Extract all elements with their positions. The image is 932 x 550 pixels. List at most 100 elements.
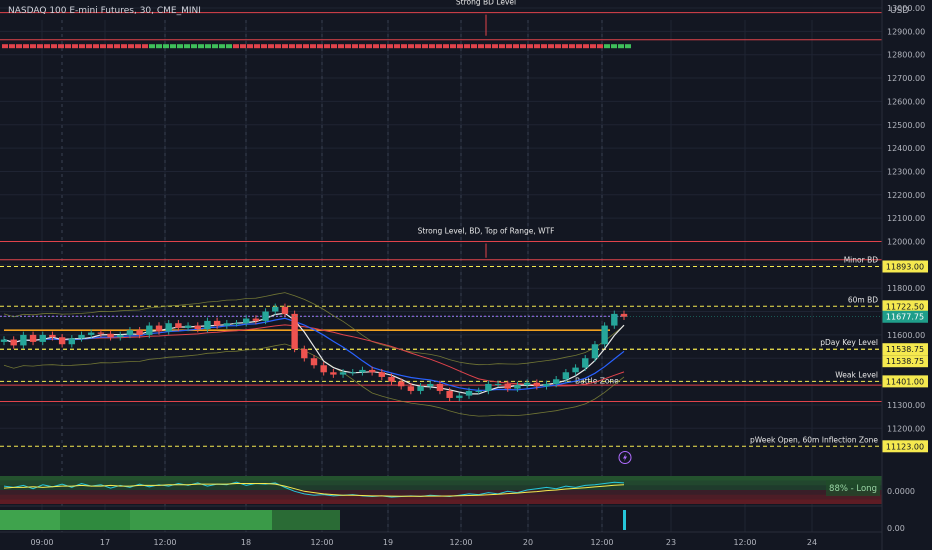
- signal-marker: [100, 44, 106, 49]
- signal-marker: [261, 44, 267, 49]
- candle-body: [562, 372, 570, 380]
- signal-marker: [562, 44, 568, 49]
- signal-marker: [86, 44, 92, 49]
- candle-body: [456, 395, 463, 398]
- price-tick-label: 12100.00: [887, 214, 925, 223]
- level-annotation: Weak Level: [835, 370, 878, 379]
- candle-body: [601, 325, 608, 345]
- ma-slow: [3, 324, 625, 387]
- oscillator-zone: [0, 485, 882, 490]
- candle-body: [330, 372, 337, 375]
- candle-body: [233, 323, 240, 325]
- signal-marker: [37, 44, 43, 49]
- signal-marker: [72, 44, 78, 49]
- signal-marker: [506, 44, 512, 49]
- signal-marker: [513, 44, 519, 49]
- last-price-tag: [882, 310, 928, 323]
- candle-body: [397, 381, 405, 387]
- signal-marker: [324, 44, 330, 49]
- signal-marker: [121, 44, 127, 49]
- time-tick-label: 24: [807, 538, 817, 547]
- signal-marker: [198, 44, 204, 49]
- signal-marker: [527, 44, 533, 49]
- candle-body: [504, 383, 511, 389]
- candle-body: [359, 369, 366, 373]
- signal-marker: [443, 44, 449, 49]
- level-annotation: Strong BD Level: [456, 0, 516, 7]
- candle-body: [582, 358, 589, 368]
- level-annotation: Minor BD: [844, 255, 879, 264]
- signal-marker: [170, 44, 176, 49]
- signal-marker: [625, 44, 631, 49]
- time-axis[interactable]: 09:00 17 12:00 18 12:00 19 12:00 20 12:00 23 12:00…: [30, 538, 817, 547]
- price-tick-label: 12400.00: [887, 144, 925, 153]
- candle-body: [349, 372, 356, 374]
- oscillator-zone: [0, 476, 882, 481]
- time-tick-label: 12:00: [733, 538, 756, 547]
- signal-marker: [590, 44, 596, 49]
- oscillator-line: [3, 483, 625, 497]
- signal-marker: [485, 44, 491, 49]
- signal-marker: [254, 44, 260, 49]
- candle-body: [523, 382, 531, 386]
- time-tick-label: 23: [666, 538, 676, 547]
- level-annotation: pWeek Open, 60m Inflection Zone: [750, 435, 878, 444]
- candle-body: [146, 325, 153, 335]
- level-price-tag: [882, 440, 928, 453]
- signal-marker: [520, 44, 526, 49]
- level-price-tag-text: 11538.75: [886, 345, 924, 354]
- candle-body: [49, 334, 56, 338]
- level-price-tag: [882, 343, 928, 356]
- candle-body: [320, 365, 327, 373]
- candle-body: [87, 332, 95, 335]
- candle-body: [68, 338, 76, 345]
- signal-marker: [30, 44, 36, 49]
- candle-body: [136, 330, 143, 335]
- signal-marker: [163, 44, 169, 49]
- time-tick-label: 09:00: [30, 538, 53, 547]
- signal-marker: [282, 44, 288, 49]
- candle-body: [194, 325, 201, 330]
- signal-marker: [408, 44, 414, 49]
- signal-marker: [93, 44, 99, 49]
- signal-marker: [303, 44, 309, 49]
- histogram-segment: [130, 510, 272, 530]
- time-tick-label: 12:00: [449, 538, 472, 547]
- level-annotation: 60m BD: [848, 295, 878, 304]
- candle-body: [291, 313, 298, 349]
- signal-marker: [16, 44, 22, 49]
- signal-marker: [394, 44, 400, 49]
- candle-body: [0, 339, 8, 342]
- candle-body: [494, 383, 502, 385]
- signal-marker: [128, 44, 134, 49]
- level-annotation: pDay Key Level: [820, 338, 878, 347]
- signal-marker: [51, 44, 57, 49]
- candle-body: [310, 358, 318, 366]
- candle-body: [165, 323, 172, 332]
- candle-body: [58, 337, 66, 345]
- oscillator-tick-label: 0.0000: [887, 487, 915, 496]
- candle-body: [620, 313, 628, 317]
- candle-body: [39, 334, 46, 342]
- oscillator-zone: [0, 494, 882, 500]
- signal-marker: [240, 44, 246, 49]
- price-tick-label: 12700.00: [887, 74, 925, 83]
- candle-body: [465, 390, 473, 396]
- signal-marker: [184, 44, 190, 49]
- signal-marker: [436, 44, 442, 49]
- signal-marker: [555, 44, 561, 49]
- time-tick-label: 12:00: [310, 538, 333, 547]
- candle-body: [223, 323, 231, 326]
- level-price-tag-text: 11401.00: [886, 377, 924, 386]
- level-price-tag: [882, 300, 928, 313]
- signal-marker: [233, 44, 239, 49]
- time-tick-label: 12:00: [590, 538, 613, 547]
- level-price-tag-text: 11538.75: [886, 357, 924, 366]
- oscillator-badge: [826, 480, 880, 496]
- candle-body: [407, 386, 415, 391]
- signal-marker: [464, 44, 470, 49]
- signal-marker: [23, 44, 29, 49]
- signal-marker: [331, 44, 337, 49]
